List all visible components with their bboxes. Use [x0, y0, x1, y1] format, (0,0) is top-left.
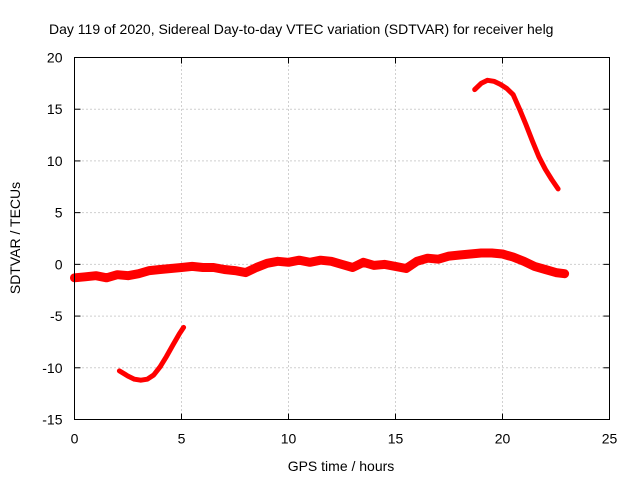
series-line-1 [70, 248, 570, 283]
chart-title: Day 119 of 2020, Sidereal Day-to-day VTE… [49, 21, 553, 37]
y-tick-label: 15 [47, 101, 63, 117]
x-tick-label: 15 [388, 431, 404, 447]
y-tick-label: -5 [50, 308, 63, 324]
x-tick-label: 20 [495, 431, 511, 447]
y-tick-label: 10 [47, 153, 63, 169]
x-axis-label: GPS time / hours [288, 458, 395, 474]
y-tick-label: -15 [42, 412, 62, 428]
x-tick-label: 5 [178, 431, 186, 447]
series-line-3 [472, 77, 561, 192]
series-line-2 [116, 324, 187, 383]
y-tick-label: -10 [42, 360, 62, 376]
x-tick-label: 10 [281, 431, 297, 447]
grid-lines [74, 57, 610, 420]
plot-frame [74, 57, 610, 420]
y-tick-label: 0 [55, 256, 63, 272]
axis-ticks: 0 5 10 15 20 25 -15 -10 -5 0 5 10 15 20 [42, 50, 617, 447]
x-tick-label: 25 [602, 431, 618, 447]
y-tick-label: 20 [47, 50, 63, 66]
y-tick-label: 5 [55, 205, 63, 221]
x-tick-label: 0 [71, 431, 79, 447]
y-axis-label: SDTVAR / TECUs [7, 182, 23, 294]
series-layer [70, 77, 570, 383]
